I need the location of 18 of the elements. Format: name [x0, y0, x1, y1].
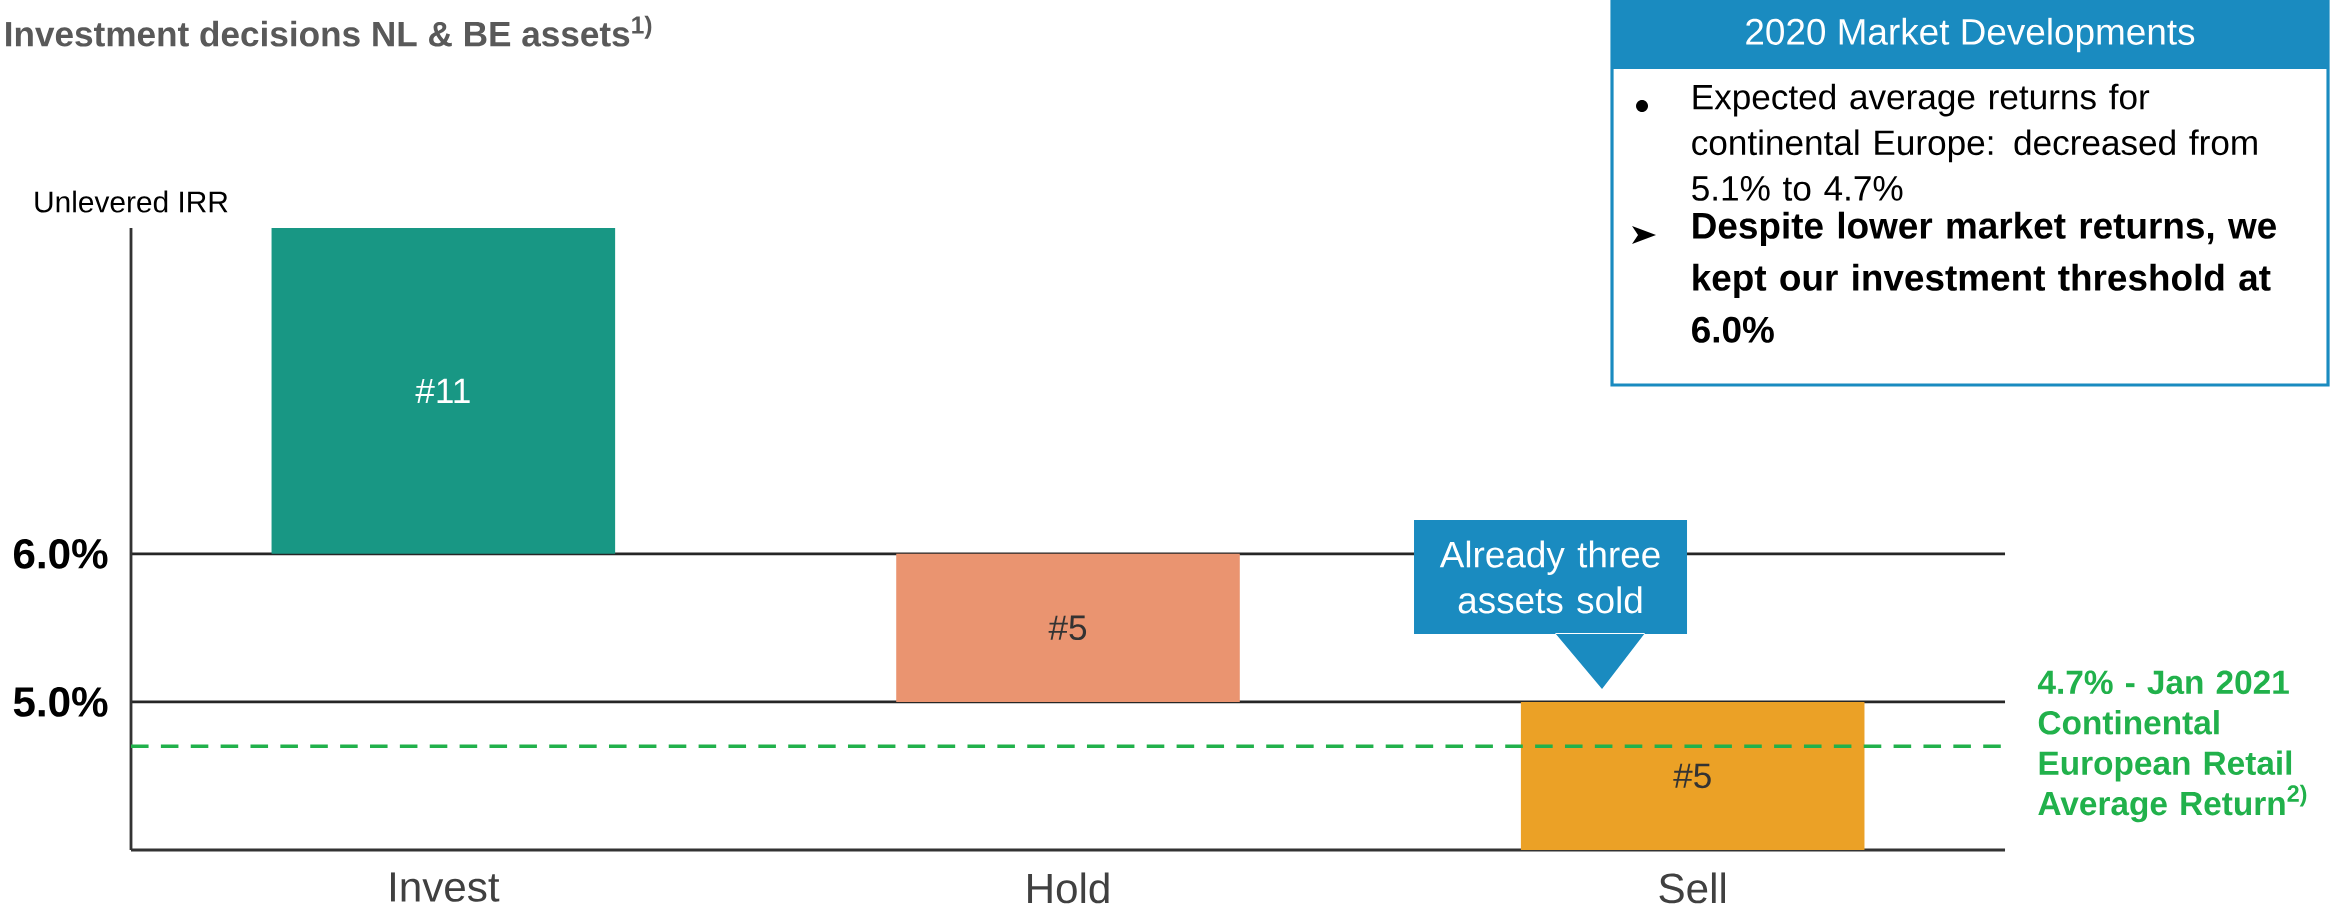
- x-tick-label: Invest: [390, 872, 500, 902]
- y-axis-title: Unlevered IRR: [35, 190, 228, 213]
- x-tick-label: Hold: [1028, 872, 1109, 904]
- text: 2020 Market Developments: [1746, 17, 2195, 53]
- annotation: Despite lower market returns, we kept our investment threshold at 6.0%: [1692, 211, 2276, 343]
- annotation: #5: [1673, 763, 1711, 789]
- annotation: #5: [1048, 615, 1087, 641]
- bar: [1520, 701, 1865, 850]
- chart-title: Investment decisions NL & BE assets$^{1)}$: [6, 15, 652, 47]
- ref-line-label: 4.7% - Jan 2021 Continental European Retail Average Return$^{2)}$: [2037, 670, 2307, 823]
- x-tick-label: Sell: [1659, 872, 1726, 904]
- bar: [271, 228, 616, 554]
- y-tick-label: 5.0%: [13, 686, 108, 717]
- annotation: #11: [415, 378, 470, 403]
- annotation: Already three assets sold: [1439, 540, 1660, 614]
- text: Expected average returns for continental Europe: decreased from 5.1% to 4.7%: [1692, 83, 2257, 201]
- bar: [896, 553, 1240, 702]
- y-tick-label: 6.0%: [14, 538, 108, 569]
